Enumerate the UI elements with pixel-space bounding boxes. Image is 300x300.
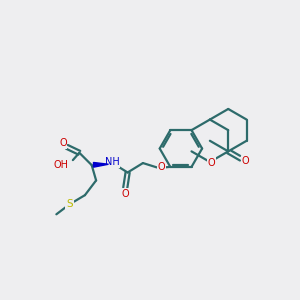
Polygon shape: [94, 163, 109, 167]
Text: O: O: [158, 163, 165, 172]
Text: O: O: [122, 189, 129, 199]
Text: O: O: [59, 138, 67, 148]
Text: S: S: [66, 199, 73, 209]
Text: O: O: [208, 158, 215, 168]
Text: OH: OH: [53, 160, 68, 170]
Text: NH: NH: [105, 158, 120, 167]
Text: O: O: [242, 156, 249, 167]
